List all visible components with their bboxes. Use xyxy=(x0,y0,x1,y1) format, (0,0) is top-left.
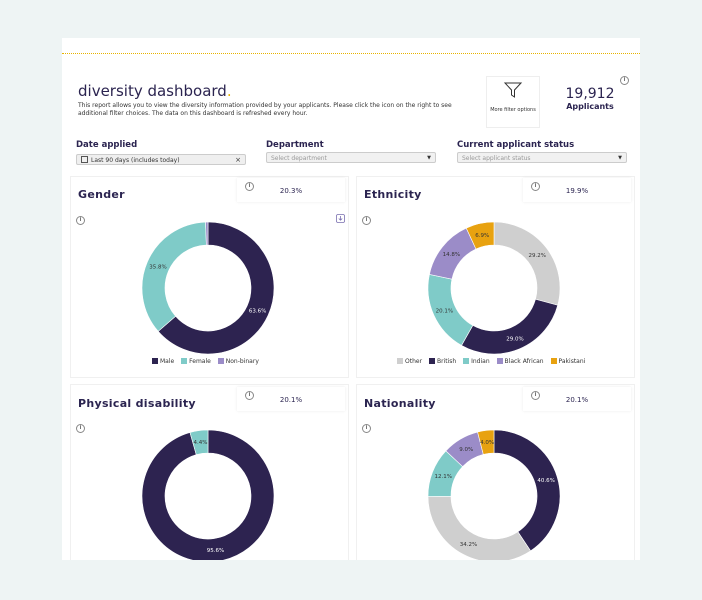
download-icon[interactable] xyxy=(336,214,345,223)
disability-slice-0[interactable] xyxy=(141,429,275,560)
ethnicity-info-icon[interactable]: i xyxy=(362,216,371,225)
ethnicity-data-label-1: 29.0% xyxy=(506,336,523,342)
legend-label-non-binary: Non-binary xyxy=(225,358,259,365)
chevron-down-icon: ▼ xyxy=(427,155,431,161)
ethnicity-pct-box: i 19.9% xyxy=(523,178,631,202)
applicants-label: Applicants xyxy=(566,102,614,111)
nationality-slice-1[interactable] xyxy=(427,496,532,560)
nationality-slice-0[interactable] xyxy=(493,429,561,552)
dashboard-card: diversity dashboard. This report allows … xyxy=(62,38,640,560)
nationality-info-icon[interactable]: i xyxy=(362,424,371,433)
accent-divider xyxy=(62,53,640,54)
legend-swatch-indian xyxy=(463,358,470,364)
department-label: Department xyxy=(266,140,324,150)
gender-donut-chart: 63.6% 35.8% xyxy=(141,221,275,355)
legend-swatch-pakistani xyxy=(550,358,557,364)
ethnicity-data-label-2: 20.1% xyxy=(436,308,453,314)
status-placeholder: Select applicant status xyxy=(462,155,531,162)
ethnicity-slice-1[interactable] xyxy=(461,298,559,355)
date-applied-value: Last 90 days (includes today) xyxy=(91,157,180,164)
gender-pct-value: 20.3% xyxy=(279,187,303,195)
ethnicity-slice-4[interactable] xyxy=(465,221,495,250)
gender-data-label-0: 63.6% xyxy=(249,309,266,315)
applicants-summary: 19,912 Applicants xyxy=(546,76,634,126)
more-filter-options-label: More filter options xyxy=(490,107,536,113)
applicants-count: 19,912 xyxy=(565,86,615,102)
ethnicity-data-label-4: 6.9% xyxy=(475,233,489,239)
status-select[interactable]: Select applicant status ▼ xyxy=(457,152,627,163)
gender-data-label-1: 35.8% xyxy=(149,264,166,270)
calendar-icon xyxy=(81,156,88,163)
legend-label-other: Other xyxy=(405,358,423,365)
legend-swatch-black-african xyxy=(496,358,503,364)
ethnicity-pct-info-icon[interactable]: i xyxy=(531,182,540,191)
clear-date-icon[interactable]: × xyxy=(235,156,241,164)
applicants-info-icon[interactable]: i xyxy=(620,76,629,85)
nationality-data-label-4: 4.0% xyxy=(480,440,494,446)
nationality-data-label-0: 40.6% xyxy=(537,478,554,484)
disability-pct-info-icon[interactable]: i xyxy=(245,391,254,400)
chevron-down-icon: ▼ xyxy=(618,155,622,161)
nationality-data-label-1: 34.2% xyxy=(460,542,477,548)
nationality-pct-value: 20.1% xyxy=(565,396,589,404)
gender-slice-1[interactable] xyxy=(141,221,207,332)
disability-pct-box: i 20.1% xyxy=(237,387,345,411)
legend-label-indian: Indian xyxy=(471,358,490,365)
gender-slice-0[interactable] xyxy=(157,221,275,355)
gender-title: Gender xyxy=(78,188,125,201)
date-applied-label: Date applied xyxy=(76,140,138,150)
legend-label-female: Female xyxy=(189,358,211,365)
funnel-icon xyxy=(503,82,523,98)
nationality-slice-4[interactable] xyxy=(477,429,495,455)
gender-pct-box: i 20.3% xyxy=(237,178,345,202)
more-filter-options-button[interactable]: More filter options xyxy=(486,76,540,128)
disability-slice-1[interactable] xyxy=(189,429,209,456)
disability-info-icon[interactable]: i xyxy=(76,424,85,433)
ethnicity-legend: Other British Indian Black African Pakis… xyxy=(392,358,585,365)
legend-swatch-female xyxy=(181,358,188,364)
legend-label-british: British xyxy=(436,358,457,365)
title-dot: . xyxy=(226,82,232,100)
gender-info-icon[interactable]: i xyxy=(76,216,85,225)
page-description: This report allows you to view the diver… xyxy=(78,102,452,117)
disability-pct-value: 20.1% xyxy=(279,396,303,404)
page-title: diversity dashboard. xyxy=(78,82,232,100)
nationality-data-label-2: 12.1% xyxy=(434,474,451,480)
ethnicity-slice-0[interactable] xyxy=(493,221,561,306)
disability-panel xyxy=(70,384,349,560)
nationality-donut-chart: 40.6% 34.2% 12.1% 9.0% 4.0% xyxy=(427,429,561,560)
ethnicity-pct-value: 19.9% xyxy=(565,187,589,195)
date-applied-select[interactable]: Last 90 days (includes today) × xyxy=(76,154,246,165)
disability-title: Physical disability xyxy=(78,397,196,410)
nationality-pct-box: i 20.1% xyxy=(523,387,631,411)
nationality-panel xyxy=(356,384,635,560)
ethnicity-title: Ethnicity xyxy=(364,188,422,201)
gender-slice-2[interactable] xyxy=(205,221,209,246)
disability-donut-chart: 95.6% 4.4% xyxy=(141,429,275,560)
disability-data-label-0: 95.6% xyxy=(207,548,224,554)
nationality-pct-info-icon[interactable]: i xyxy=(531,391,540,400)
gender-pct-info-icon[interactable]: i xyxy=(245,182,254,191)
legend-label-black-african: Black African xyxy=(504,358,544,365)
legend-swatch-non-binary xyxy=(217,358,224,364)
status-label: Current applicant status xyxy=(457,140,575,150)
nationality-data-label-3: 9.0% xyxy=(459,447,473,453)
page-title-text: diversity dashboard xyxy=(78,82,227,100)
disability-data-label-1: 4.4% xyxy=(193,440,207,446)
legend-swatch-british xyxy=(428,358,435,364)
nationality-title: Nationality xyxy=(364,397,436,410)
legend-swatch-male xyxy=(152,358,158,364)
gender-legend: Male Female Non-binary xyxy=(147,358,259,365)
legend-swatch-other xyxy=(397,358,403,364)
legend-label-male: Male xyxy=(160,358,175,365)
ethnicity-data-label-0: 29.2% xyxy=(529,253,546,259)
ethnicity-data-label-3: 14.8% xyxy=(443,252,460,258)
legend-label-pakistani: Pakistani xyxy=(558,358,586,365)
department-placeholder: Select department xyxy=(271,155,327,162)
department-select[interactable]: Select department ▼ xyxy=(266,152,436,163)
ethnicity-donut-chart: 29.2% 29.0% 20.1% 14.8% 6.9% xyxy=(427,221,561,355)
